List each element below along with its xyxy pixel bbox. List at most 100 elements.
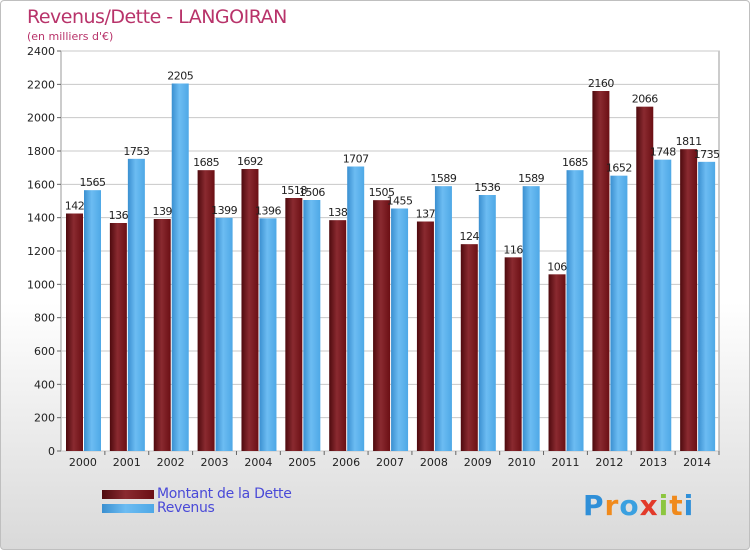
value-label: 1536 — [474, 181, 500, 194]
bar-dette — [329, 220, 347, 451]
bar-revenus — [434, 186, 452, 451]
value-label: 1735 — [694, 148, 720, 161]
x-tick-label: 2008 — [420, 456, 448, 469]
y-tick-label: 200 — [34, 412, 55, 425]
value-label: 137 — [416, 208, 436, 221]
y-tick-label: 800 — [34, 312, 55, 325]
bar-dette — [153, 219, 171, 451]
y-tick-label: 0 — [48, 445, 55, 458]
x-tick-label: 2003 — [201, 456, 229, 469]
bar-revenus — [215, 217, 233, 451]
logo-letter: r — [604, 489, 620, 522]
value-label: 138 — [328, 206, 348, 219]
value-label: 1685 — [193, 156, 219, 169]
value-label: 136 — [109, 209, 129, 222]
x-tick-label: 2013 — [639, 456, 667, 469]
x-tick-label: 2001 — [113, 456, 141, 469]
x-tick-label: 2014 — [683, 456, 711, 469]
bar-dette — [197, 170, 215, 451]
x-tick-label: 2004 — [244, 456, 272, 469]
bar-dette — [416, 221, 434, 451]
value-label: 2160 — [588, 77, 614, 90]
value-label: 2066 — [632, 93, 658, 106]
x-tick-label: 2012 — [595, 456, 623, 469]
y-tick-label: 2400 — [27, 45, 55, 58]
x-tick-label: 2006 — [332, 456, 360, 469]
bar-dette — [373, 200, 391, 451]
value-label: 1565 — [80, 176, 106, 189]
bar-chart: 0 200 400 600 800 1000 1200 1400 1600 1800 2000 220… — [27, 45, 721, 469]
x-tick-label: 2010 — [508, 456, 536, 469]
bar-dette — [636, 106, 654, 452]
bar-revenus — [698, 161, 716, 452]
bar-dette — [504, 257, 522, 451]
value-label: 1589 — [430, 172, 456, 185]
value-label: 1589 — [518, 172, 544, 185]
value-label: 1455 — [387, 195, 413, 208]
value-labels: 142 1565 136 1753 139 2205 1685 1399 1692 1396151… — [65, 70, 721, 274]
value-label: 106 — [547, 260, 567, 273]
bar-revenus — [478, 195, 496, 451]
bar-dette — [66, 213, 83, 451]
x-tick-label: 2000 — [69, 456, 97, 469]
proxiti-logo: Proxiti — [583, 489, 694, 522]
value-label: 139 — [152, 205, 172, 218]
value-label: 1707 — [343, 153, 369, 166]
value-label: 1518 — [281, 184, 307, 197]
value-label: 2205 — [167, 70, 193, 83]
value-label: 124 — [460, 230, 480, 243]
bar-revenus — [303, 200, 321, 451]
bar-dette — [460, 244, 478, 451]
bar-revenus — [259, 218, 277, 451]
value-label: 1685 — [562, 156, 588, 169]
legend-swatch-revenus — [102, 504, 154, 513]
y-tick-label: 1200 — [27, 245, 55, 258]
value-label: 1692 — [237, 155, 263, 168]
y-tick-label: 600 — [34, 345, 55, 358]
bar-dette — [285, 198, 303, 451]
legend-swatch-dette — [102, 490, 154, 499]
value-label: 1753 — [123, 145, 149, 158]
x-tick-label: 2011 — [551, 456, 579, 469]
x-tick-label: 2007 — [376, 456, 404, 469]
value-label: 1811 — [676, 135, 702, 148]
x-tick-label: 2005 — [288, 456, 316, 469]
bar-dette — [680, 149, 698, 451]
bar-dette — [548, 274, 566, 451]
axes: 0 200 400 600 800 1000 1200 1400 1600 1800 2000 220… — [27, 45, 720, 469]
y-tick-label: 1800 — [27, 145, 55, 158]
bars — [66, 83, 716, 452]
chart-title: Revenus/Dette - LANGOIRAN — [27, 6, 287, 28]
logo-letter: i — [658, 489, 670, 522]
bar-revenus — [127, 158, 145, 452]
value-label: 1396 — [255, 204, 281, 217]
y-tick-label: 1600 — [27, 178, 55, 191]
y-tick-label: 1000 — [27, 278, 55, 291]
bar-revenus — [391, 208, 409, 451]
legend-label-revenus: Revenus — [157, 500, 215, 516]
y-tick-label: 2200 — [27, 78, 55, 91]
logo-letter: x — [639, 489, 659, 522]
logo-letter: i — [683, 489, 695, 522]
bar-dette — [592, 91, 610, 451]
value-label: 1652 — [606, 162, 632, 175]
y-tick-label: 400 — [34, 378, 55, 391]
legend-label-dette: Montant de la Dette — [157, 486, 292, 502]
value-label: 1748 — [650, 146, 676, 159]
y-tick-label: 1400 — [27, 212, 55, 225]
value-label: 1399 — [211, 204, 237, 217]
bar-dette — [241, 169, 259, 451]
logo-letter: t — [669, 489, 684, 522]
bar-revenus — [654, 159, 672, 451]
value-label: 142 — [65, 200, 85, 213]
bar-revenus — [522, 186, 540, 451]
x-tick-label: 2009 — [464, 456, 492, 469]
bar-dette — [109, 223, 127, 451]
y-tick-label: 2000 — [27, 112, 55, 125]
logo-letter: o — [619, 489, 640, 522]
bar-revenus — [347, 166, 365, 451]
chart-subtitle: (en milliers d'€) — [27, 30, 114, 43]
bar-revenus — [610, 175, 628, 451]
logo-letter: P — [583, 489, 605, 522]
